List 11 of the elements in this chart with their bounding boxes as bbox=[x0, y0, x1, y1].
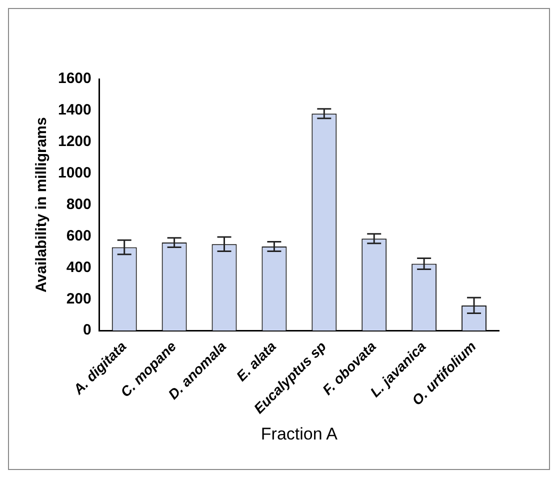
y-tick-label: 400 bbox=[66, 258, 92, 276]
y-tick-label: 1200 bbox=[58, 133, 92, 150]
y-tick-label: 200 bbox=[66, 290, 92, 308]
y-tick-label: 1600 bbox=[58, 70, 92, 88]
y-tick-label: 0 bbox=[83, 322, 92, 339]
y-tick-label: 600 bbox=[66, 227, 92, 244]
y-axis-title: Availability in milligrams bbox=[33, 117, 50, 292]
y-tick-label: 1400 bbox=[58, 102, 92, 119]
x-axis-title: Fraction A bbox=[260, 424, 338, 444]
y-tick-label: 800 bbox=[66, 196, 92, 213]
y-tick-label: 1000 bbox=[58, 164, 92, 182]
